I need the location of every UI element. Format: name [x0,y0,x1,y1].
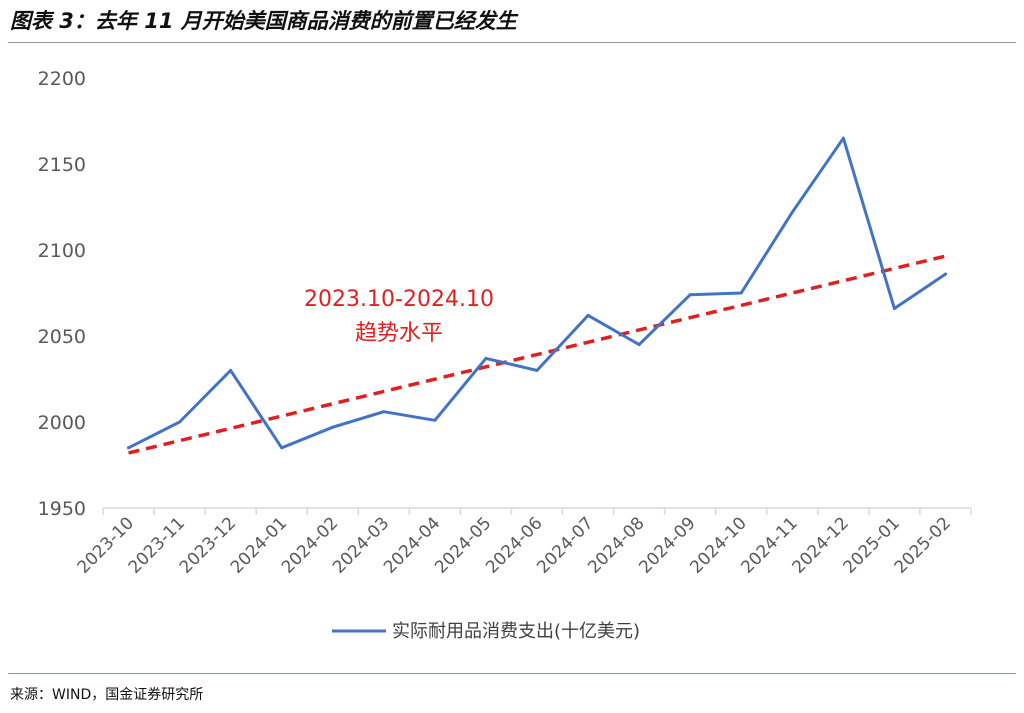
series-point [739,291,743,295]
trend-annotation-line-2: 趋势水平 [355,321,443,346]
series-point [433,418,437,422]
series-point [841,136,845,140]
y-tick-label: 2050 [38,326,86,348]
series-point [892,306,896,310]
trend-annotation-line-1: 2023.10-2024.10 [304,287,494,312]
series-point [535,368,539,372]
series-line [127,136,947,450]
series-point [229,368,233,372]
series-point [943,272,947,276]
x-tick-label: 2025-02 [891,513,955,577]
top-divider [8,42,1016,43]
trend-annotation: 2023.10-2024.10 趋势水平 [304,287,494,346]
y-tick-label: 2150 [38,154,86,176]
series-point [280,446,284,450]
bottom-divider [8,673,1016,674]
series-point [637,343,641,347]
chart-title: 图表 3：去年 11 月开始美国商品消费的前置已经发生 [10,9,517,33]
series-point [790,210,794,214]
y-axis-ticks: 1950 2000 2050 2100 2150 2200 [38,68,86,520]
line-chart: 1950 2000 2050 2100 2150 2200 2023-102023-112… [38,68,972,642]
source-note: 来源：WIND，国金证券研究所 [10,687,204,703]
legend: 实际耐用品消费支出(十亿美元) [332,621,640,642]
y-tick-label: 2200 [38,68,86,90]
series-point [586,313,590,317]
series-point [178,420,182,424]
series-point [331,425,335,429]
x-axis-ticks: 2023-102023-112023-122024-012024-022024-… [74,508,972,578]
series-points [127,136,947,450]
legend-label: 实际耐用品消费支出(十亿美元) [392,621,640,642]
series-point [688,293,692,297]
series-point [484,356,488,360]
y-tick-label: 2000 [38,412,86,434]
series-point [127,446,131,450]
y-tick-label: 2100 [38,240,86,262]
y-tick-label: 1950 [38,498,86,520]
series-point [382,410,386,414]
trend-line [128,253,950,455]
